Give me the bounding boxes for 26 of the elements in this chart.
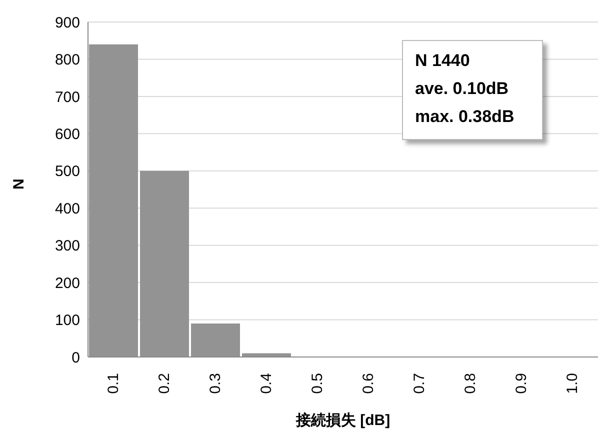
x-tick-label: 0.4	[258, 373, 275, 394]
x-tick-label: 0.6	[360, 373, 377, 394]
annotation: max. 0.38dB	[415, 106, 514, 128]
x-axis-title: 接続損失 [dB]	[294, 412, 390, 429]
x-tick-label: 0.1	[105, 373, 122, 394]
note-box: N 1440 ave. 0.10dB max. 0.38dB	[402, 40, 544, 140]
y-tick-label: 100	[54, 312, 80, 330]
y-tick-label: 800	[54, 52, 80, 69]
x-tick-label: 0.7	[411, 373, 428, 394]
x-tick-label: 0.9	[513, 373, 530, 394]
x-tick-label: 0.2	[156, 373, 173, 394]
y-tick-label: 500	[54, 163, 80, 180]
y-tick-label: 0	[72, 349, 80, 366]
y-tick-label: 900	[54, 14, 80, 32]
x-tick-label: 0.3	[207, 373, 224, 394]
annotation: N 1440	[415, 50, 471, 72]
x-tick-label: 1.0	[564, 373, 581, 394]
x-tick-label: 0.5	[309, 373, 326, 394]
annotation: ave. 0.10dB	[415, 78, 510, 100]
y-tick-label: 200	[54, 274, 80, 292]
y-tick-label: 400	[54, 200, 80, 218]
y-tick-label: 300	[54, 238, 80, 255]
x-tick-label: 0.8	[462, 373, 479, 394]
y-axis-title: N	[10, 178, 28, 190]
y-tick-label: 600	[54, 126, 80, 143]
y-tick-label: 700	[54, 88, 80, 106]
